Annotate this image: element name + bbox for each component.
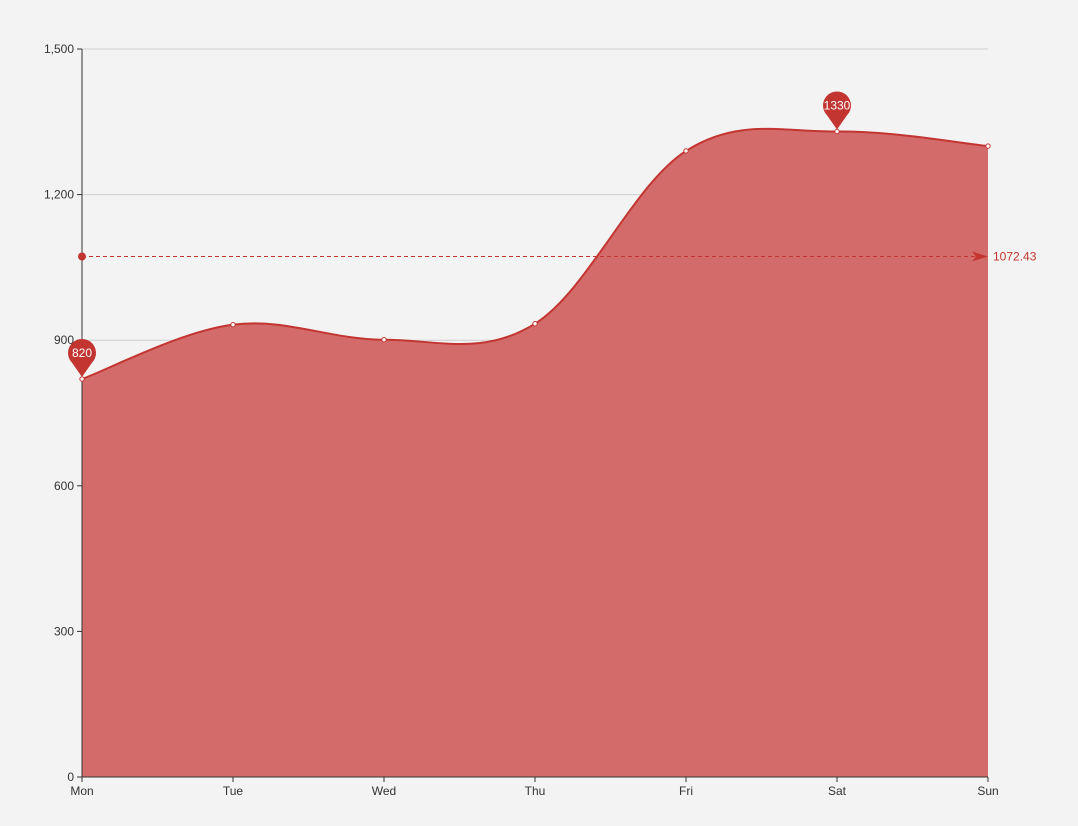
y-tick-label: 1,500 — [44, 42, 74, 56]
mark-points: 820 1330 — [68, 91, 852, 378]
data-point — [985, 143, 991, 149]
x-tick-label: Mon — [70, 784, 93, 798]
y-tick-label: 300 — [54, 624, 74, 638]
data-point — [381, 337, 387, 343]
pin-icon — [823, 91, 852, 130]
average-mark-line: 1072.43 — [78, 250, 1037, 264]
data-point — [230, 321, 236, 328]
data-point — [79, 376, 85, 382]
area-fill — [82, 128, 988, 777]
max-pin: 1330 — [823, 91, 852, 130]
data-point — [683, 148, 689, 154]
y-tick-label: 900 — [54, 333, 74, 347]
data-point — [532, 320, 538, 327]
axes: 0 300 600 900 1,200 1,500 Mon Tue Wed Thu Fri Sat Su… — [44, 42, 999, 798]
y-tick-label: 600 — [54, 479, 74, 493]
x-tick-label: Thu — [525, 784, 546, 798]
min-pin: 820 — [68, 338, 96, 378]
average-line-start — [78, 252, 86, 261]
max-pin-label: 1330 — [824, 99, 851, 113]
average-line-label: 1072.43 — [993, 250, 1037, 264]
y-tick-label: 0 — [67, 770, 74, 784]
x-tick-label: Tue — [223, 784, 244, 798]
x-tick-label: Wed — [372, 784, 396, 798]
x-tick-label: Sun — [977, 784, 998, 798]
x-tick-label: Sat — [828, 784, 847, 798]
pin-icon — [68, 338, 96, 378]
min-pin-label: 820 — [72, 346, 92, 360]
average-line-arrow — [972, 251, 988, 262]
x-tick-label: Fri — [679, 784, 693, 798]
y-tick-label: 1,200 — [44, 188, 74, 202]
area-series — [81, 127, 989, 777]
data-point — [834, 128, 840, 135]
